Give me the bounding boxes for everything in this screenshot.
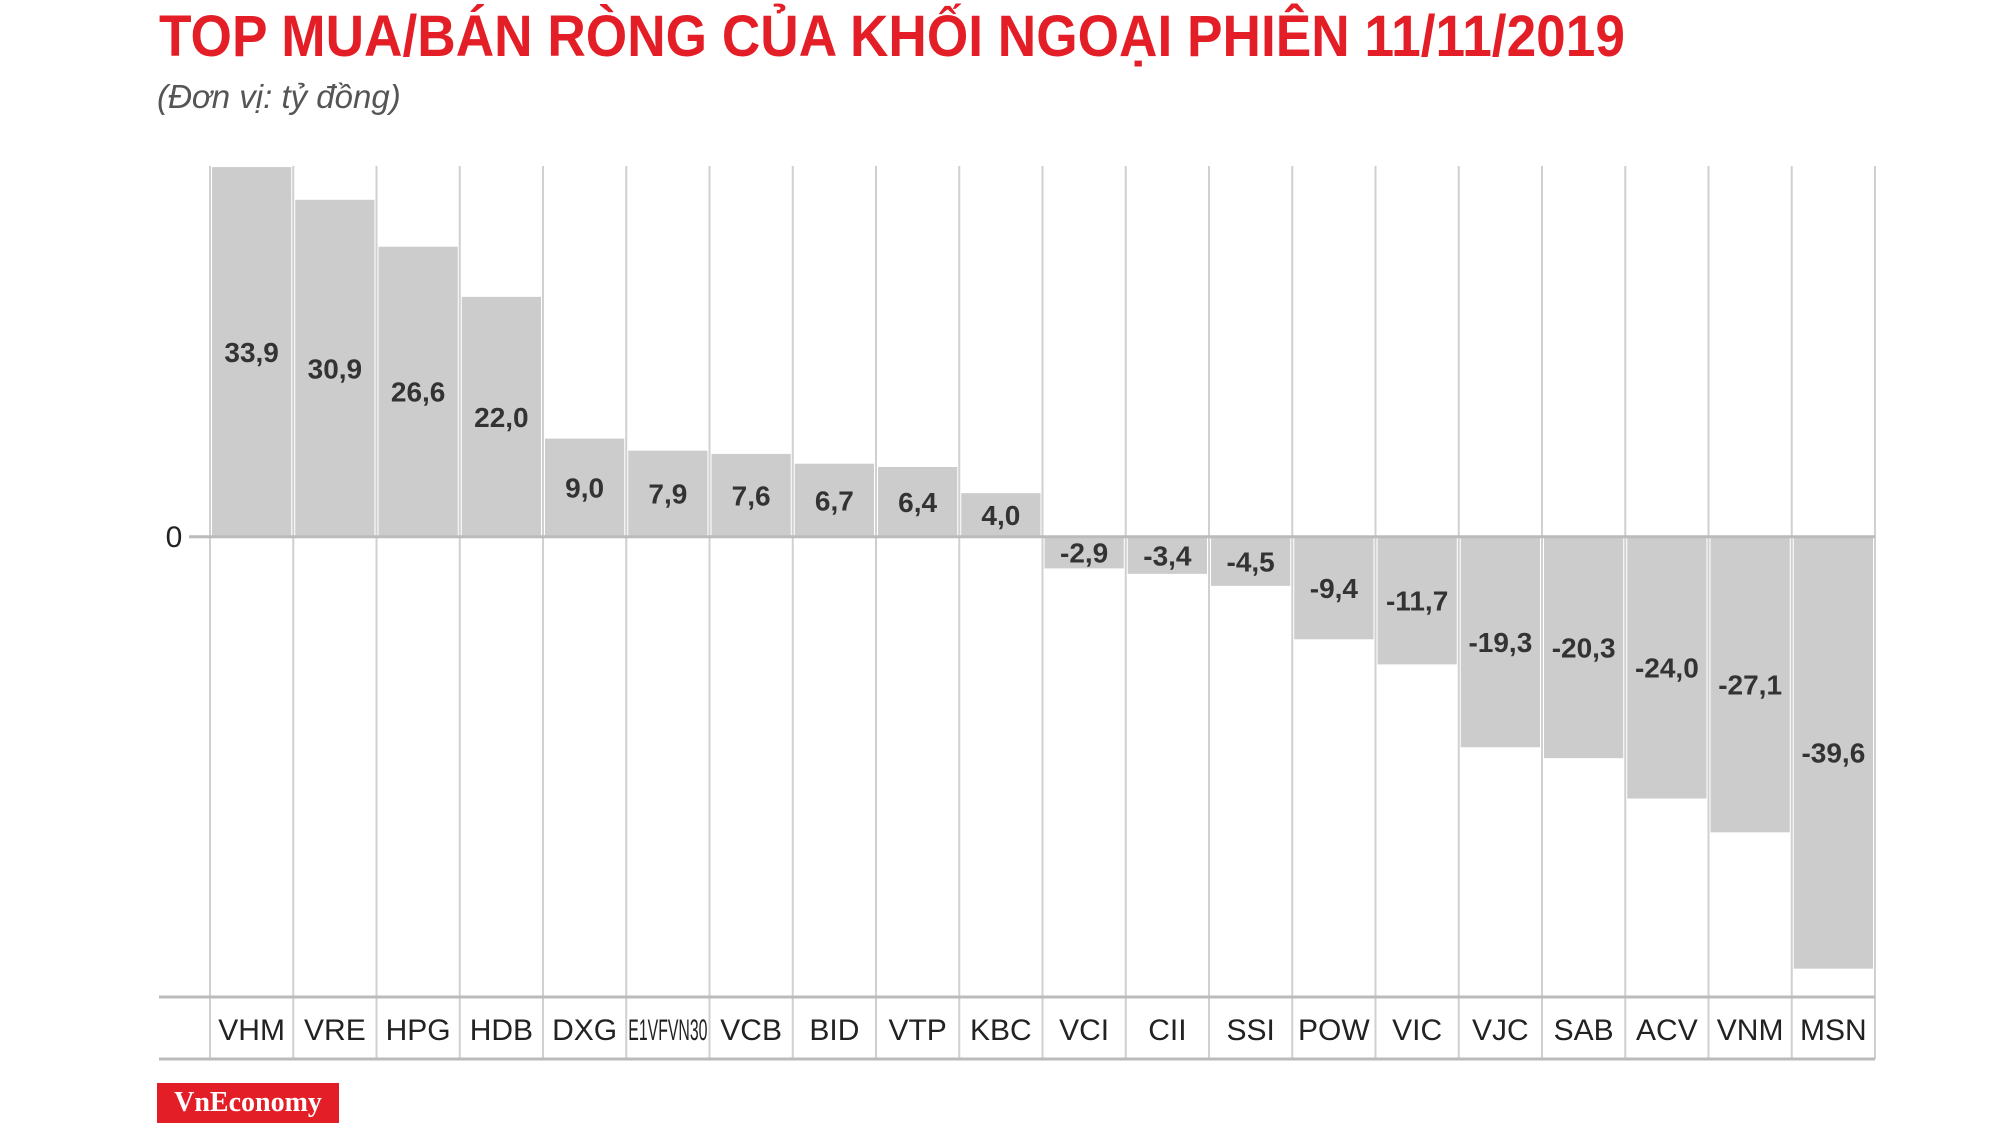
x-tick-label: E1VFVN30 — [628, 1014, 707, 1047]
value-label: 6,7 — [815, 485, 854, 516]
x-tick-label: BID — [809, 1014, 859, 1047]
bar — [545, 438, 625, 537]
x-tick-label: VJC — [1472, 1014, 1529, 1047]
value-label: 4,0 — [981, 500, 1020, 531]
value-label: -24,0 — [1635, 653, 1699, 684]
x-tick-label: MSN — [1800, 1014, 1867, 1047]
bar — [628, 450, 708, 537]
value-label: 30,9 — [308, 353, 363, 384]
brand-text: VnEconomy — [174, 1087, 322, 1118]
value-label: -9,4 — [1310, 573, 1359, 604]
chart-title: TOP MUA/BÁN RÒNG CỦA KHỐI NGOẠI PHIÊN 11… — [159, 4, 1625, 69]
bar — [1211, 536, 1291, 586]
x-tick-label: KBC — [970, 1014, 1032, 1047]
x-tick-label: SAB — [1554, 1014, 1614, 1047]
value-label: -11,7 — [1386, 586, 1448, 617]
value-label: -20,3 — [1552, 632, 1616, 663]
x-tick-label: HPG — [386, 1014, 451, 1047]
value-label: -4,5 — [1227, 546, 1275, 577]
x-tick-label: VCB — [720, 1014, 782, 1047]
x-tick-label: SSI — [1226, 1014, 1274, 1047]
x-tick-label: VCI — [1059, 1014, 1109, 1047]
bar — [1294, 536, 1374, 640]
value-label: 22,0 — [474, 402, 529, 433]
brand-box — [157, 1083, 339, 1123]
value-label: 33,9 — [224, 337, 279, 368]
value-label: 7,9 — [648, 479, 687, 510]
x-tick-label: CII — [1148, 1014, 1186, 1047]
x-tick-label: DXG — [552, 1014, 617, 1047]
value-label: -19,3 — [1468, 627, 1532, 658]
y-tick-label: 0 — [166, 521, 183, 554]
value-label: 9,0 — [565, 473, 604, 504]
value-label: 26,6 — [391, 377, 446, 408]
bar — [961, 493, 1041, 537]
bar — [461, 296, 541, 537]
x-tick-label: POW — [1298, 1014, 1370, 1047]
bar — [1627, 536, 1707, 799]
bar — [1460, 536, 1540, 748]
bar — [378, 246, 458, 537]
x-tick-label: VTP — [888, 1014, 946, 1047]
bar — [1377, 536, 1457, 665]
x-tick-label: ACV — [1636, 1014, 1698, 1047]
x-tick-label: VNM — [1717, 1014, 1784, 1047]
bar — [1544, 536, 1624, 759]
x-tick-label: VHM — [218, 1014, 285, 1047]
value-label: -2,9 — [1060, 538, 1108, 569]
x-tick-label: VIC — [1392, 1014, 1442, 1047]
bar — [1710, 536, 1790, 833]
x-tick-label: VRE — [304, 1014, 366, 1047]
value-label: -3,4 — [1143, 540, 1192, 571]
bar — [1793, 536, 1873, 969]
bar — [212, 167, 292, 537]
bar — [794, 463, 874, 537]
value-label: -27,1 — [1718, 670, 1782, 701]
bar — [295, 199, 375, 537]
value-label: 6,4 — [898, 487, 937, 518]
bar — [1044, 536, 1124, 569]
bar — [1127, 536, 1207, 574]
chart-subtitle: (Đơn vị: tỷ đồng) — [157, 78, 401, 115]
value-label: -39,6 — [1801, 738, 1865, 769]
bar — [878, 466, 958, 537]
value-label: 7,6 — [732, 480, 771, 511]
bar — [711, 453, 791, 537]
x-tick-label: HDB — [470, 1014, 533, 1047]
